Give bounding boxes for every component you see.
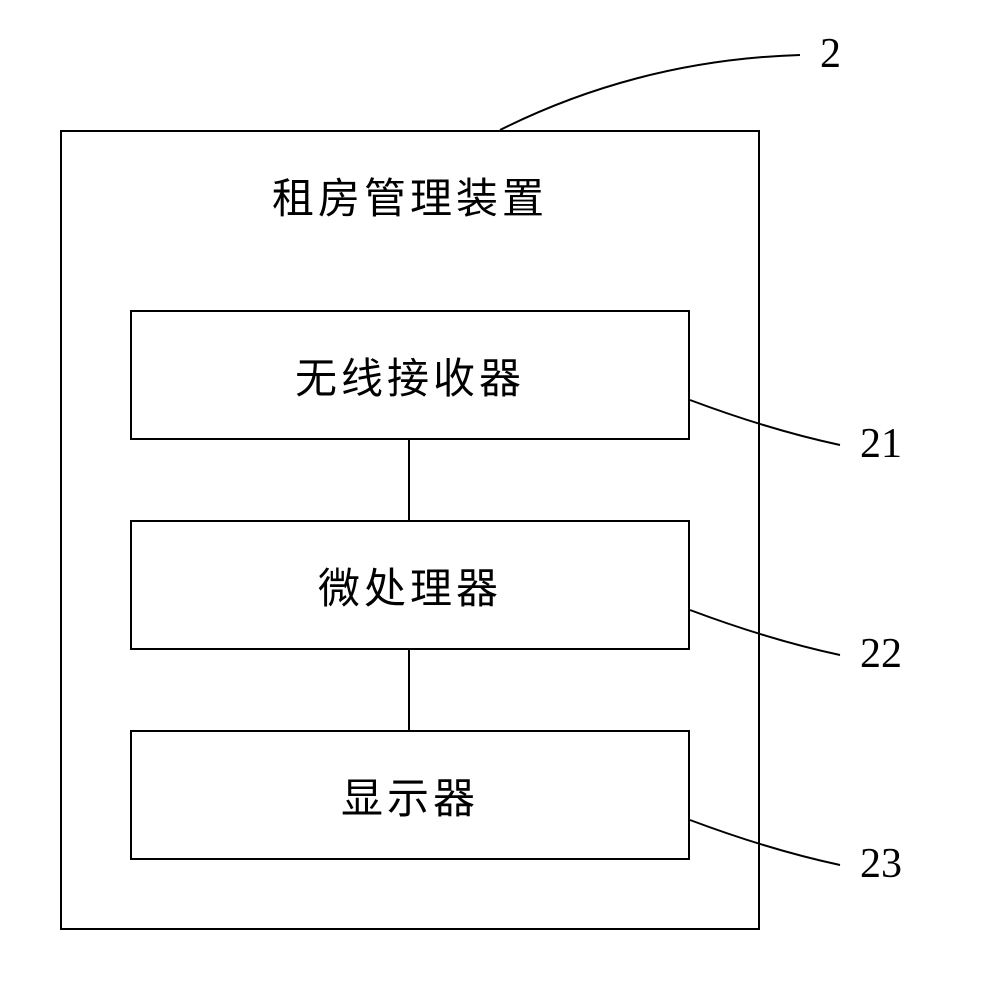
label-display-num: 23 bbox=[860, 840, 902, 888]
diagram-canvas: 租房管理装置 无线接收器 微处理器 显示器 2 21 22 23 bbox=[0, 0, 990, 1000]
leader-display bbox=[0, 0, 990, 1000]
